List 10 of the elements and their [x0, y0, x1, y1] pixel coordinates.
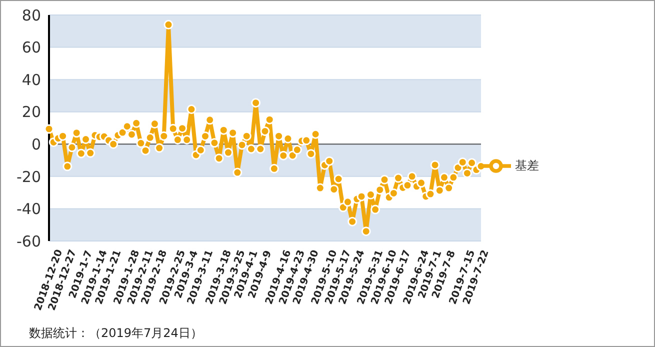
y-tick-label: -40: [16, 200, 41, 218]
y-tick-label: 40: [22, 70, 41, 89]
y-tick-label: -60: [16, 232, 41, 250]
y-tick-label: -20: [16, 168, 41, 186]
y-tick-label: 80: [22, 6, 41, 24]
y-tick-label: 0: [31, 135, 41, 154]
y-tick-label: 60: [22, 38, 41, 57]
y-tick-label: 20: [22, 103, 41, 122]
text: 数据统计：（2019年7月24日）: [29, 325, 202, 342]
legend-label: 基差: [515, 158, 539, 172]
